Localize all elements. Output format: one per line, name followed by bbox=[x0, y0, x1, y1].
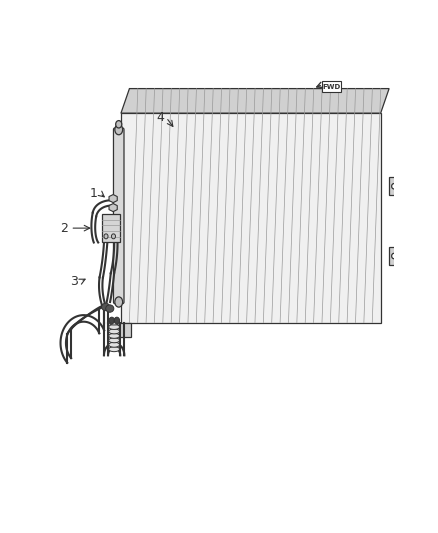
Ellipse shape bbox=[106, 305, 114, 312]
FancyBboxPatch shape bbox=[113, 128, 124, 304]
Text: 1: 1 bbox=[90, 187, 98, 200]
Circle shape bbox=[111, 234, 116, 239]
Ellipse shape bbox=[109, 347, 120, 352]
Ellipse shape bbox=[109, 342, 120, 347]
Polygon shape bbox=[121, 113, 381, 322]
FancyBboxPatch shape bbox=[321, 81, 341, 92]
Circle shape bbox=[104, 234, 108, 239]
Text: 2: 2 bbox=[60, 222, 68, 235]
Polygon shape bbox=[102, 214, 120, 243]
Ellipse shape bbox=[116, 120, 122, 128]
Ellipse shape bbox=[115, 297, 123, 307]
Text: 4: 4 bbox=[156, 111, 164, 124]
Ellipse shape bbox=[109, 338, 120, 343]
Ellipse shape bbox=[109, 320, 120, 325]
Ellipse shape bbox=[109, 329, 120, 334]
Polygon shape bbox=[109, 204, 117, 212]
Ellipse shape bbox=[109, 334, 120, 338]
Ellipse shape bbox=[102, 303, 110, 311]
Polygon shape bbox=[389, 247, 399, 265]
Polygon shape bbox=[109, 195, 117, 203]
Ellipse shape bbox=[114, 317, 120, 324]
Ellipse shape bbox=[115, 125, 123, 135]
Polygon shape bbox=[119, 322, 131, 337]
Polygon shape bbox=[121, 88, 389, 113]
Ellipse shape bbox=[392, 183, 396, 189]
Ellipse shape bbox=[109, 325, 120, 329]
Text: 3: 3 bbox=[71, 275, 78, 288]
Ellipse shape bbox=[392, 253, 396, 259]
Polygon shape bbox=[389, 177, 399, 195]
Ellipse shape bbox=[109, 317, 114, 324]
Text: FWD: FWD bbox=[322, 84, 340, 90]
